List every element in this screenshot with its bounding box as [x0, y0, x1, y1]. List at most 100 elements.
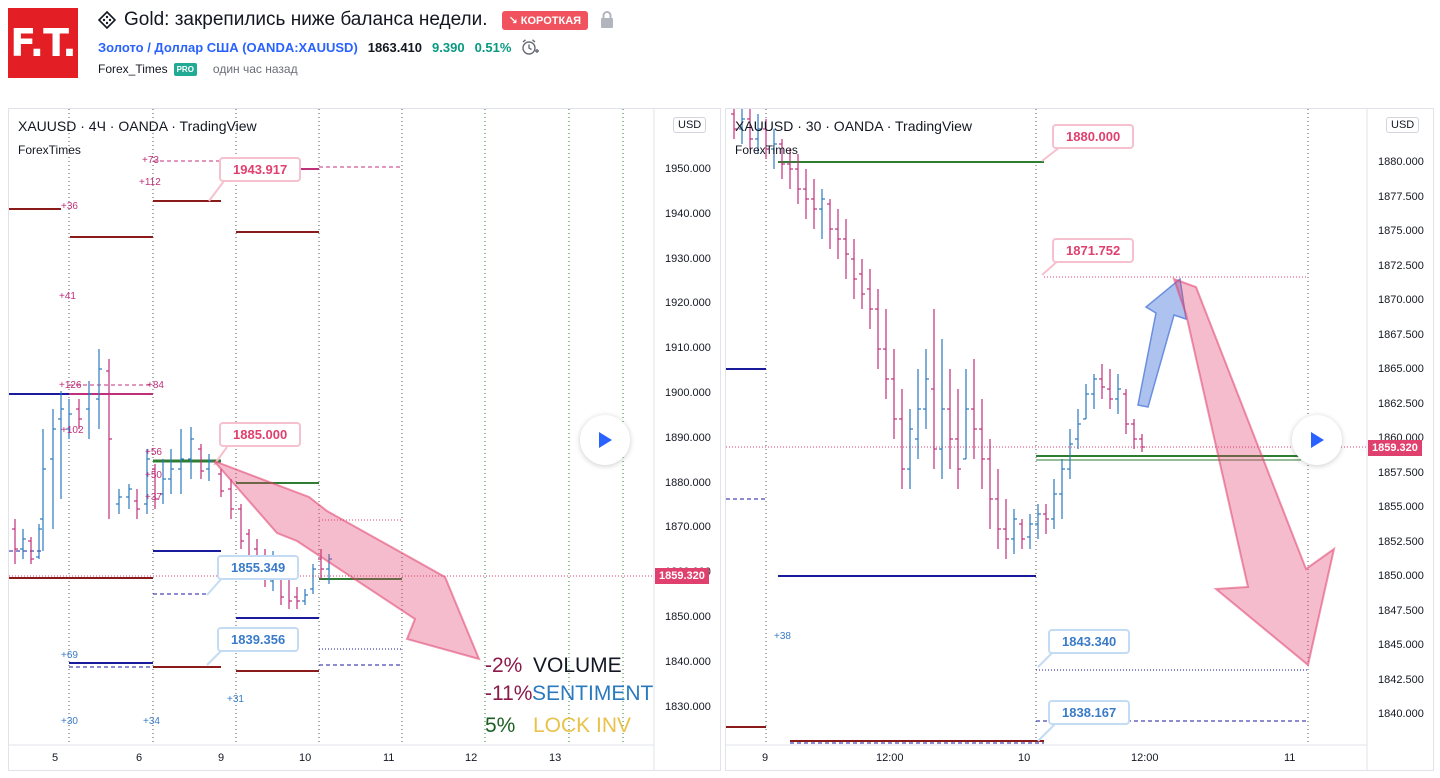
- price-axis-label: 1870.000: [1378, 294, 1424, 306]
- time-label: 9: [762, 752, 769, 764]
- right-chart-bars: [731, 109, 1145, 559]
- time-label: 5: [52, 752, 59, 764]
- price-axis-label: 1900.000: [665, 387, 711, 399]
- price-change-pct: 0.51%: [474, 39, 512, 55]
- price-axis-label: 1875.000: [1378, 225, 1424, 237]
- volume-label: +69: [61, 650, 78, 661]
- volume-stat-label: VOLUME: [533, 654, 622, 677]
- idea-title: Gold: закрепились ниже баланса недели.: [124, 9, 488, 30]
- time-label: 11: [1284, 752, 1296, 764]
- volume-label: +31: [227, 694, 244, 705]
- volume-label: +38: [774, 631, 791, 642]
- time-label: 13: [549, 752, 562, 764]
- author-row: Forex_Times PRO один час назад: [98, 62, 298, 76]
- price-axis-label: 1830.000: [665, 700, 711, 713]
- symbol-row: Золото / Доллар США (OANDA:XAUUSD) 1863.…: [98, 38, 540, 56]
- volume-label: +102: [61, 425, 84, 436]
- volume-label: +56: [145, 447, 162, 458]
- price-callout: 1838.167: [1048, 700, 1131, 725]
- price-axis-label: 1950.000: [665, 163, 711, 175]
- time-label: 6: [136, 752, 143, 764]
- left-chart-panel[interactable]: XAUUSD · 4Ч · OANDA · TradingView ForexT…: [8, 108, 721, 771]
- volume-label: +37: [145, 492, 162, 503]
- price-axis-label: 1847.500: [1378, 604, 1424, 617]
- price-callout: 1943.917: [219, 157, 302, 182]
- time-label: 12:00: [1131, 752, 1159, 764]
- price-axis-label: 1850.000: [1378, 570, 1424, 582]
- price-axis-label: 1857.500: [1378, 466, 1424, 479]
- publish-time: один час назад: [212, 62, 298, 76]
- lock-inv-stat-value: 5%: [485, 714, 516, 737]
- left-chart-subtitle: ForexTimes: [18, 143, 81, 157]
- right-chart-title: XAUUSD · 30 · OANDA · TradingView: [735, 118, 973, 134]
- volume-label: +112: [139, 177, 161, 188]
- time-label: 10: [299, 752, 312, 764]
- brand-logo[interactable]: F.T.: [8, 8, 78, 78]
- price-axis-label: 1930.000: [665, 252, 711, 265]
- volume-label: +34: [143, 716, 160, 727]
- right-chart-canvas[interactable]: [726, 109, 1434, 771]
- price-axis-label: 1840.000: [665, 655, 711, 668]
- idea-icon: [98, 11, 116, 29]
- sentiment-stat-label: SENTIMENT: [532, 682, 654, 705]
- right-chart-panel[interactable]: XAUUSD · 30 · OANDA · TradingView ForexT…: [725, 108, 1434, 771]
- price-axis-label: 1855.000: [1378, 501, 1424, 513]
- time-label: 12:00: [876, 752, 904, 764]
- price-axis-label: 1867.500: [1378, 328, 1424, 341]
- price-axis-label: 1865.000: [1378, 363, 1424, 375]
- time-label: 11: [383, 752, 395, 764]
- sentiment-stat-value: -11%: [485, 682, 533, 705]
- play-button[interactable]: [580, 415, 630, 465]
- time-label: 9: [218, 752, 225, 764]
- time-label: 12: [465, 752, 478, 764]
- price-axis-label: 1852.500: [1378, 535, 1424, 548]
- play-button[interactable]: [1292, 415, 1342, 465]
- idea-title-row: Gold: закрепились ниже баланса недели. ↘…: [98, 8, 614, 32]
- pro-badge: PRO: [173, 62, 197, 76]
- price-axis-label: 1940.000: [665, 207, 711, 220]
- price-callout: 1871.752: [1052, 238, 1135, 263]
- volume-label: +126: [59, 380, 82, 391]
- price-axis-label: 1910.000: [665, 342, 711, 355]
- volume-stat-value: -2%: [485, 654, 523, 677]
- current-price-tag: 1859.320: [1368, 440, 1422, 456]
- price-callout: 1843.340: [1048, 629, 1131, 654]
- left-chart-canvas[interactable]: [9, 109, 721, 771]
- price-axis-label: 1920.000: [665, 297, 711, 310]
- volume-label: +84: [147, 380, 164, 391]
- price-callout: 1855.349: [217, 555, 300, 580]
- short-badge: ↘ КОРОТКАЯ: [501, 10, 589, 30]
- author-name[interactable]: Forex_Times: [98, 62, 168, 76]
- volume-label: +50: [145, 470, 162, 481]
- logo-text: F.T.: [10, 21, 76, 65]
- price-callout: 1839.356: [217, 627, 300, 652]
- right-chart-subtitle: ForexTimes: [735, 143, 798, 157]
- price-axis-label: 1877.500: [1378, 190, 1424, 203]
- price-axis-label: 1842.500: [1378, 673, 1424, 686]
- price-axis-label: 1880.000: [1378, 156, 1424, 168]
- last-price: 1863.410: [367, 39, 423, 55]
- price-change: 9.390: [432, 39, 465, 55]
- play-icon: [599, 432, 612, 448]
- alarm-clock-icon[interactable]: [521, 38, 540, 56]
- volume-label: +73: [142, 155, 159, 166]
- symbol-link[interactable]: Золото / Доллар США (OANDA:XAUUSD): [98, 39, 358, 55]
- lock-icon: [601, 11, 614, 28]
- volume-label: +36: [61, 201, 78, 212]
- left-chart-title: XAUUSD · 4Ч · OANDA · TradingView: [18, 118, 257, 134]
- current-price-tag: 1859.320: [655, 568, 709, 584]
- price-axis-label: 1872.500: [1378, 259, 1424, 272]
- volume-label: +41: [59, 291, 76, 302]
- play-icon: [1311, 432, 1324, 448]
- right-currency-button[interactable]: USD: [1386, 117, 1420, 133]
- price-callout: 1880.000: [1052, 124, 1135, 149]
- time-label: 10: [1018, 752, 1031, 764]
- price-axis-label: 1880.000: [665, 476, 711, 489]
- lock-inv-stat-label: LOCK INV: [533, 714, 632, 737]
- price-callout: 1885.000: [219, 422, 302, 447]
- price-axis-label: 1840.000: [1378, 708, 1424, 720]
- price-axis-label: 1845.000: [1378, 639, 1424, 651]
- left-currency-button[interactable]: USD: [673, 117, 707, 133]
- price-axis-label: 1862.500: [1378, 397, 1424, 410]
- price-axis-label: 1890.000: [665, 431, 711, 444]
